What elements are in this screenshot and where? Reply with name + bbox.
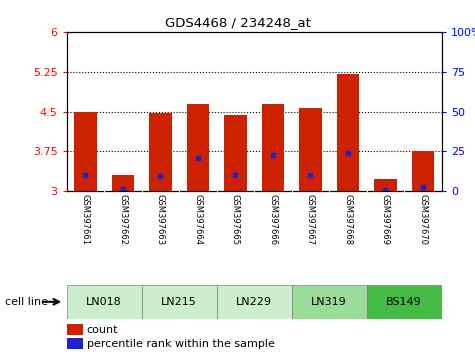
Text: LN229: LN229 bbox=[236, 297, 272, 307]
Text: GDS4468 / 234248_at: GDS4468 / 234248_at bbox=[164, 16, 311, 29]
Bar bbox=[66, 338, 83, 349]
Bar bbox=[262, 103, 284, 191]
Text: GSM397668: GSM397668 bbox=[343, 194, 352, 245]
Text: GSM397663: GSM397663 bbox=[156, 194, 165, 245]
Text: LN215: LN215 bbox=[161, 297, 197, 307]
Bar bbox=[337, 74, 359, 191]
Text: LN018: LN018 bbox=[86, 297, 122, 307]
Text: LN319: LN319 bbox=[311, 297, 347, 307]
Bar bbox=[149, 113, 171, 191]
Text: percentile rank within the sample: percentile rank within the sample bbox=[87, 339, 275, 349]
FancyBboxPatch shape bbox=[367, 285, 442, 319]
Text: GSM397667: GSM397667 bbox=[306, 194, 315, 245]
FancyBboxPatch shape bbox=[217, 285, 292, 319]
FancyBboxPatch shape bbox=[66, 285, 142, 319]
Text: GSM397670: GSM397670 bbox=[418, 194, 428, 245]
Text: count: count bbox=[87, 325, 118, 335]
Text: GSM397666: GSM397666 bbox=[268, 194, 277, 245]
Text: GSM397665: GSM397665 bbox=[231, 194, 240, 245]
Bar bbox=[374, 179, 397, 191]
Text: BS149: BS149 bbox=[386, 297, 422, 307]
Bar bbox=[224, 115, 247, 191]
Text: GSM397661: GSM397661 bbox=[81, 194, 90, 245]
Bar bbox=[112, 175, 134, 191]
Bar bbox=[299, 108, 322, 191]
Text: GSM397664: GSM397664 bbox=[193, 194, 202, 245]
Text: cell line: cell line bbox=[5, 297, 48, 307]
Bar bbox=[74, 112, 96, 191]
FancyBboxPatch shape bbox=[292, 285, 367, 319]
Text: GSM397669: GSM397669 bbox=[381, 194, 390, 245]
Bar bbox=[187, 103, 209, 191]
Bar bbox=[66, 324, 83, 335]
Bar bbox=[412, 151, 434, 191]
FancyBboxPatch shape bbox=[142, 285, 217, 319]
Text: GSM397662: GSM397662 bbox=[118, 194, 127, 245]
